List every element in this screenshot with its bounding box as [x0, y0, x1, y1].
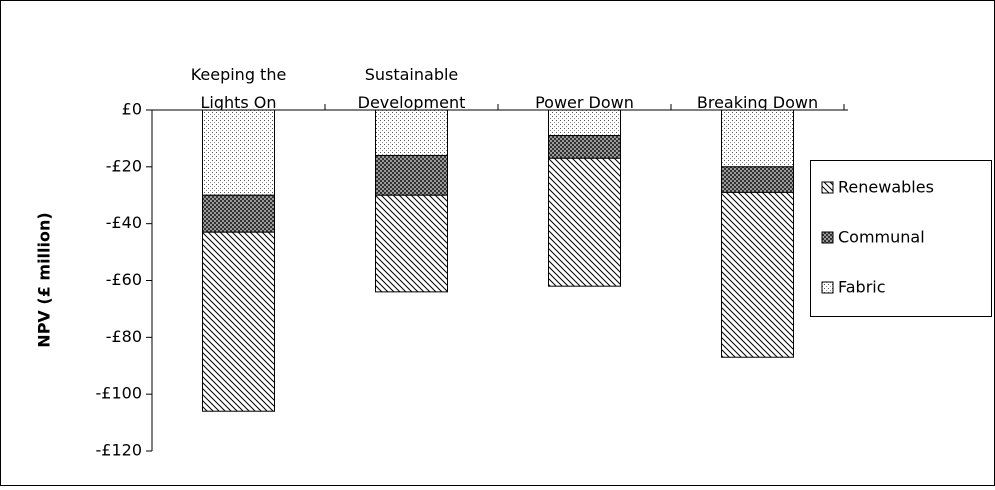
bar-segment: [721, 166, 794, 193]
bar-segment: [202, 109, 275, 196]
y-tick-label: -£40: [106, 213, 142, 232]
y-tick-label: -£100: [96, 384, 143, 403]
bar-segment: [721, 109, 794, 168]
legend: [810, 160, 992, 317]
y-tick-label: -£80: [106, 327, 142, 346]
bar-segment: [202, 231, 275, 412]
bar-segment: [375, 154, 448, 196]
legend-label: Communal: [838, 228, 925, 247]
y-tick-label: -£20: [106, 156, 142, 175]
y-tick-label: -£60: [106, 270, 142, 289]
bar-segment: [202, 194, 275, 233]
legend-swatch: [821, 281, 834, 294]
x-tick-label: Sustainable Development: [358, 65, 466, 112]
bar-segment: [721, 191, 794, 358]
bar-segment: [375, 194, 448, 293]
x-tick-label: Breaking Down: [697, 93, 818, 112]
y-tick-label: £0: [122, 100, 142, 119]
x-tick-label: Power Down: [535, 93, 634, 112]
bar-segment: [375, 109, 448, 156]
legend-label: Renewables: [838, 178, 934, 197]
y-axis-title: NPV (£ million): [35, 212, 54, 347]
y-tick-label: -£120: [96, 441, 143, 460]
bar-segment: [548, 157, 621, 287]
legend-label: Fabric: [838, 278, 886, 297]
bar-segment: [548, 135, 621, 159]
bar-segment: [548, 109, 621, 137]
x-tick-label: Keeping the Lights On: [191, 65, 287, 112]
legend-swatch: [821, 181, 834, 194]
legend-swatch: [821, 231, 834, 244]
